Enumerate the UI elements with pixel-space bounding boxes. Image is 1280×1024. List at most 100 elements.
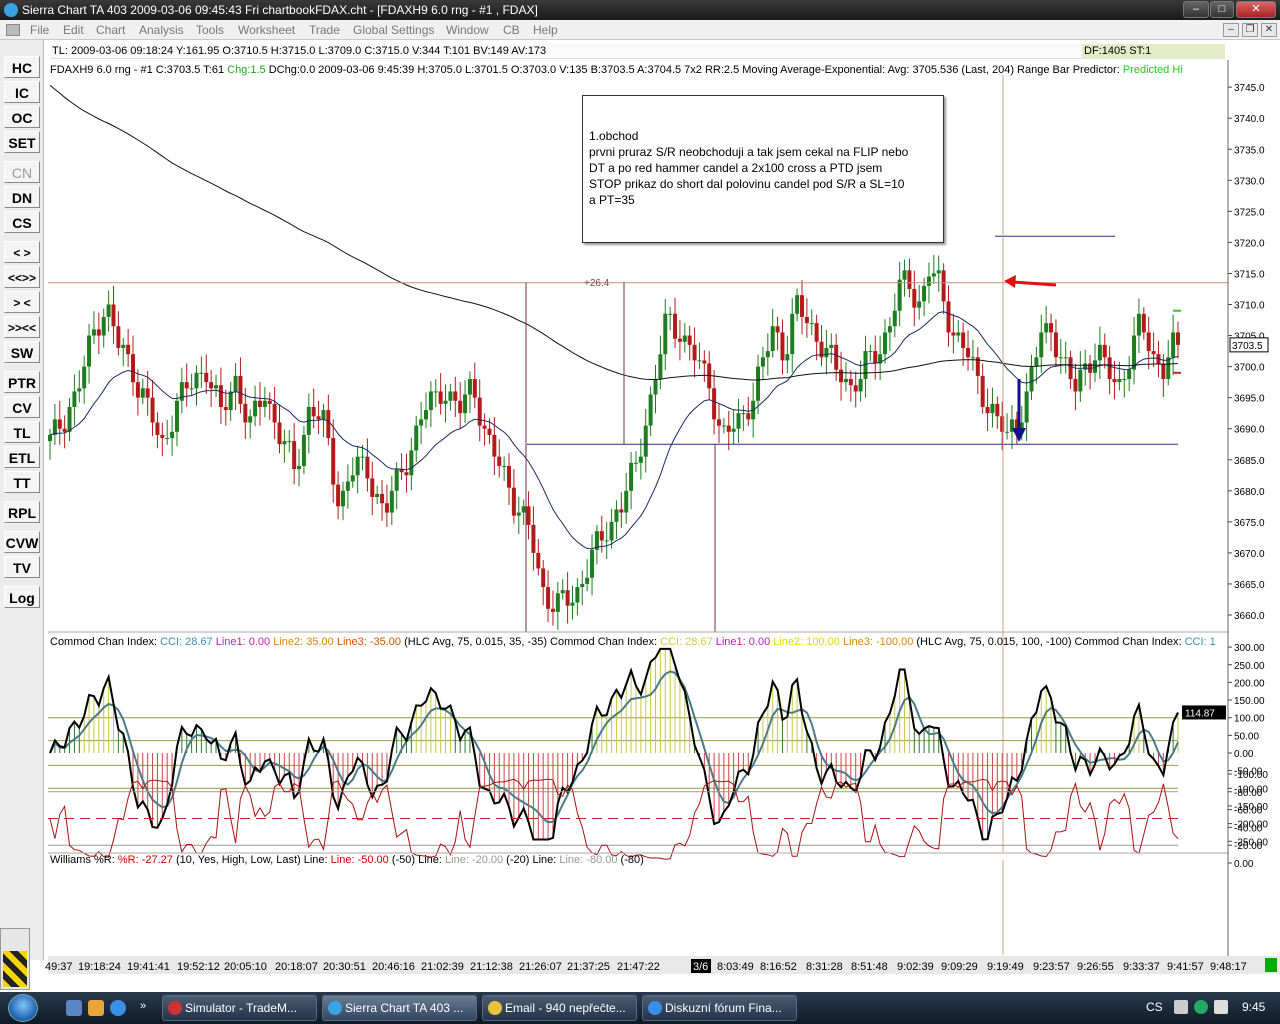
candle-body — [951, 332, 956, 336]
mdi-close-button[interactable]: ✕ — [1261, 23, 1277, 37]
language-indicator[interactable]: CS — [1146, 1000, 1163, 1014]
candle-body — [72, 391, 77, 407]
scroll-expand-button[interactable]: < > — [4, 241, 40, 263]
scroll-compress-button[interactable]: > < — [4, 291, 40, 313]
cci-last-box — [1182, 705, 1226, 720]
system-tray: CS 9:45 — [1138, 992, 1280, 1024]
candle-body — [267, 400, 272, 404]
close-button[interactable]: ✕ — [1236, 1, 1276, 18]
candle-body — [624, 490, 629, 513]
annotation-textbox[interactable]: 1.obchod prvni pruraz S/R neobchoduji a … — [582, 95, 944, 243]
mdi-minimize-button[interactable]: – — [1223, 23, 1239, 37]
cv-button[interactable]: CV — [4, 396, 40, 418]
mdi-restore-button[interactable]: ❐ — [1242, 23, 1258, 37]
candle-body — [463, 394, 468, 414]
menu-trade[interactable]: Trade — [309, 23, 340, 37]
menu-analysis[interactable]: Analysis — [139, 23, 184, 37]
taskbar-button-forum[interactable]: Diskuzní fórum Fina... — [642, 995, 797, 1021]
header-segment: (HLC Avg, 75, 0.015, 100, -100) Commod C… — [916, 636, 1184, 648]
cn-button[interactable]: CN — [4, 161, 40, 183]
scroll-compress-more-button[interactable]: >><< — [4, 316, 40, 338]
candle-body — [111, 304, 116, 327]
candle-body — [448, 391, 453, 401]
candle-body — [531, 524, 536, 553]
explorer-icon[interactable] — [88, 1000, 104, 1016]
candle-body — [819, 341, 824, 358]
taskbar-button-sierra-chart[interactable]: Sierra Chart TA 403 ... — [322, 995, 477, 1021]
price-tick-label: 3745.0 — [1234, 83, 1265, 94]
candle-body — [687, 335, 692, 345]
volume-icon[interactable] — [1214, 1000, 1228, 1014]
tv-button[interactable]: TV — [4, 556, 40, 578]
sw-button[interactable]: SW — [4, 341, 40, 363]
candle-body — [209, 382, 214, 389]
menu-worksheet[interactable]: Worksheet — [238, 23, 296, 37]
cci-last-label: 114.87 — [1185, 708, 1215, 719]
candle-body — [1053, 332, 1058, 358]
candle-body — [814, 323, 819, 342]
annotation-line: prvni pruraz S/R neobchoduji a tak jsem … — [589, 145, 909, 159]
chart-area[interactable]: 3745.0 3740.0 3735.0 3730.0 3725.0 3720.0 3715… — [0, 0, 1280, 992]
menu-chart[interactable]: Chart — [96, 23, 126, 37]
minimize-button[interactable]: – — [1183, 1, 1209, 18]
candle-body — [170, 431, 175, 439]
candle-body — [824, 347, 829, 358]
candle-body — [404, 472, 409, 476]
candle-body — [1112, 379, 1117, 383]
log-button[interactable]: Log — [4, 586, 40, 608]
menu-edit[interactable]: Edit — [63, 23, 84, 37]
chevron-right-icon[interactable]: » — [140, 1000, 147, 1012]
scroll-expand-more-button[interactable]: <<>> — [4, 266, 40, 288]
ptr-button[interactable]: PTR — [4, 371, 40, 393]
oc-button[interactable]: OC — [4, 106, 40, 128]
clock[interactable]: 9:45 — [1242, 1000, 1266, 1014]
menu-global-settings[interactable]: Global Settings — [353, 23, 435, 37]
cs-button[interactable]: CS — [4, 211, 40, 233]
candle-body — [472, 379, 477, 398]
taskbar-button-simulator[interactable]: Simulator - TradeM... — [162, 995, 317, 1021]
candle-body — [614, 509, 619, 522]
hc-button[interactable]: HC — [4, 56, 40, 78]
rpl-button[interactable]: RPL — [4, 501, 40, 523]
tl-button[interactable]: TL — [4, 421, 40, 443]
candle-body — [428, 391, 433, 411]
time-tick-label: 49:37 — [45, 961, 73, 973]
menu-tools[interactable]: Tools — [196, 23, 225, 37]
candle-body — [502, 465, 507, 467]
maximize-button[interactable]: □ — [1210, 1, 1234, 18]
time-tick-label: 20:46:16 — [372, 961, 415, 973]
menu-window[interactable]: Window — [446, 23, 489, 37]
menu-cb[interactable]: CB — [503, 23, 520, 37]
chart-window-icon[interactable] — [6, 24, 20, 36]
candle-body — [721, 425, 726, 427]
candle-body — [292, 441, 297, 470]
internet-explorer-icon[interactable] — [110, 1000, 126, 1016]
taskbar-button-email[interactable]: Email - 940 nepřečte... — [482, 995, 637, 1021]
menu-help[interactable]: Help — [533, 23, 558, 37]
etl-button[interactable]: ETL — [4, 446, 40, 468]
app-icon[interactable] — [4, 3, 18, 17]
candle-body — [1171, 332, 1176, 358]
start-button[interactable] — [8, 994, 38, 1022]
cci-tick-label: 150.00 — [1234, 696, 1265, 707]
price-tick-label: 3700.0 — [1234, 363, 1265, 374]
tt-button[interactable]: TT — [4, 471, 40, 493]
trade-window-handle[interactable] — [0, 928, 30, 990]
ic-button[interactable]: IC — [4, 81, 40, 103]
show-desktop-icon[interactable] — [66, 1000, 82, 1016]
candle-body — [858, 379, 863, 392]
header-segment: DChg:0.0 2009-03-06 9:45:39 H:3705.0 L:3… — [266, 64, 1123, 76]
dn-button[interactable]: DN — [4, 186, 40, 208]
last-price-label: 3703.5 — [1232, 341, 1263, 352]
candle-body — [140, 388, 145, 398]
time-tick-label: 19:18:24 — [78, 961, 121, 973]
menu-file[interactable]: File — [30, 23, 50, 37]
candle-body — [179, 382, 184, 401]
set-button[interactable]: SET — [4, 131, 40, 153]
header-segment: Line2: 100.00 — [773, 636, 843, 648]
candle-body — [546, 587, 551, 609]
candle-body — [101, 316, 106, 336]
cvw-button[interactable]: CVW — [4, 531, 40, 553]
security-icon[interactable] — [1194, 1000, 1208, 1014]
network-icon[interactable] — [1174, 1000, 1188, 1014]
